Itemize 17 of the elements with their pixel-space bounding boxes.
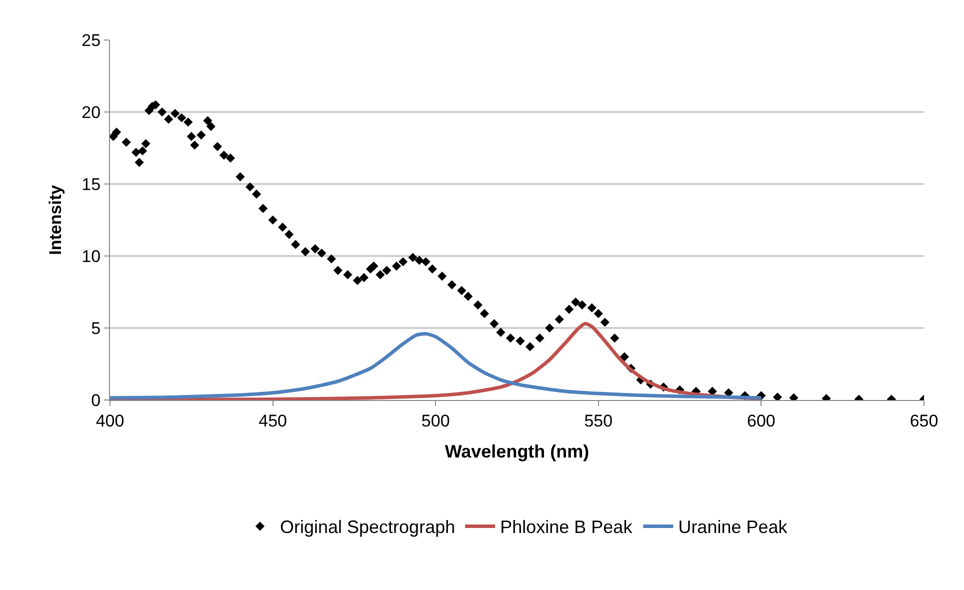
y-tick-label: 5 bbox=[91, 318, 101, 338]
legend-label: Original Spectrograph bbox=[280, 517, 456, 538]
y-tick-label: 15 bbox=[82, 174, 101, 194]
x-tick-label: 550 bbox=[584, 411, 613, 430]
x-tick-label: 600 bbox=[747, 411, 776, 430]
x-axis-title: Wavelength (nm) bbox=[444, 442, 590, 462]
y-tick-label: 0 bbox=[91, 390, 101, 410]
legend-label: Phloxine B Peak bbox=[500, 517, 634, 538]
legend-label: Uranine Peak bbox=[678, 517, 788, 538]
y-axis-title: Intensity bbox=[46, 184, 66, 255]
y-tick-label: 10 bbox=[82, 246, 101, 266]
x-tick-label: 500 bbox=[421, 411, 450, 430]
x-tick-label: 400 bbox=[96, 411, 124, 430]
x-tick-label: 650 bbox=[910, 411, 938, 430]
x-tick-label: 450 bbox=[258, 411, 287, 430]
y-tick-label: 20 bbox=[82, 102, 101, 122]
y-tick-label: 25 bbox=[82, 30, 101, 50]
